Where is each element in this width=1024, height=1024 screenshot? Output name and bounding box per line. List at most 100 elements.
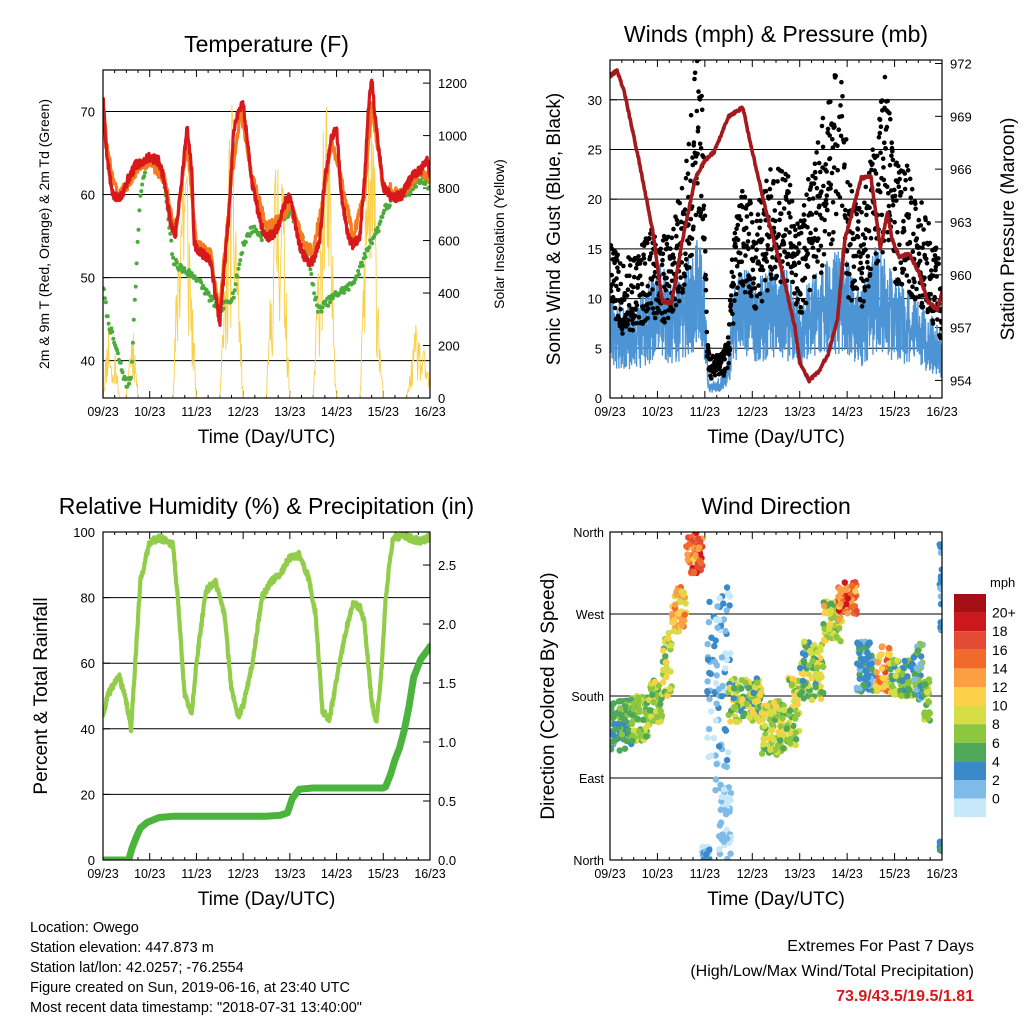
- gust-point: [610, 243, 614, 248]
- gust-point: [682, 207, 688, 212]
- direction-point: [660, 679, 667, 686]
- gust-point: [759, 298, 765, 304]
- gust-point: [852, 278, 857, 284]
- legend-swatch: [954, 724, 986, 743]
- gust-point: [664, 275, 669, 281]
- gust-point: [783, 178, 788, 183]
- gust-point: [938, 335, 942, 341]
- gust-point: [879, 98, 885, 103]
- direction-cluster: [725, 675, 765, 725]
- gust-point: [696, 89, 701, 94]
- gust-point: [850, 231, 855, 236]
- gust-point: [825, 126, 831, 132]
- gust-point: [750, 258, 756, 264]
- x-tick-label: 13/23: [274, 867, 305, 881]
- gust-point: [878, 150, 883, 155]
- direction-point: [798, 688, 806, 696]
- gust-point: [626, 303, 632, 308]
- x-tick-label: 09/23: [594, 867, 625, 881]
- dewpoint-point: [387, 203, 392, 208]
- gust-point: [799, 310, 805, 315]
- timestamp-text: Most recent data timestamp: "2018-07-31 …: [30, 1000, 362, 1016]
- dewpoint-point: [111, 336, 116, 341]
- direction-point: [727, 718, 734, 725]
- gust-point: [759, 264, 764, 269]
- gust-point: [693, 160, 698, 166]
- gust-point: [691, 140, 697, 145]
- gust-point: [661, 271, 666, 277]
- gust-point: [805, 264, 811, 270]
- y-tick-label: 20: [588, 192, 602, 207]
- direction-point: [700, 856, 707, 860]
- gust-point: [645, 240, 650, 246]
- gust-point: [631, 284, 636, 290]
- direction-point: [914, 647, 921, 654]
- dewpoint-point: [136, 227, 141, 232]
- gust-point: [610, 281, 615, 287]
- direction-point: [738, 677, 745, 684]
- gust-point: [817, 212, 823, 218]
- gust-point: [742, 289, 748, 295]
- gust-point: [616, 269, 621, 275]
- gust-point: [855, 234, 861, 240]
- y-tick-label: 20: [81, 787, 95, 802]
- gust-point: [818, 169, 823, 175]
- gust-point: [792, 262, 798, 268]
- direction-point: [894, 657, 901, 664]
- gust-point: [905, 168, 911, 173]
- direction-point: [725, 794, 733, 801]
- gust-point: [748, 211, 754, 217]
- direction-point: [899, 670, 906, 677]
- gust-point: [764, 259, 770, 264]
- dewpoint-point: [326, 303, 331, 308]
- extremes-title: Extremes For Past 7 Days: [787, 938, 974, 955]
- gust-point: [863, 247, 868, 252]
- gust-point: [874, 153, 880, 159]
- gust-point: [890, 202, 896, 208]
- gust-point: [625, 287, 631, 293]
- y2-tick-label: 954: [950, 373, 972, 388]
- gust-point: [935, 317, 940, 322]
- gust-point: [725, 365, 730, 371]
- gust-point: [904, 273, 910, 278]
- direction-point: [938, 586, 942, 593]
- dewpoint-point: [423, 182, 428, 186]
- y2-tick-label: 963: [950, 215, 972, 230]
- gust-point: [722, 356, 727, 362]
- direction-point: [724, 835, 731, 842]
- gust-point: [625, 321, 630, 327]
- x-tick-label: 09/23: [594, 405, 625, 419]
- direction-point: [798, 669, 805, 677]
- chart-title: Relative Humidity (%) & Precipitation (i…: [59, 493, 474, 519]
- direction-point: [892, 672, 899, 679]
- gust-point: [820, 144, 826, 150]
- y-tick-label: 70: [81, 105, 95, 120]
- direction-point: [863, 673, 871, 680]
- gust-point: [830, 145, 836, 150]
- gust-point: [666, 283, 672, 289]
- gust-point: [839, 2, 844, 7]
- gust-point: [738, 251, 743, 256]
- gust-point: [796, 249, 801, 255]
- legend-swatch: [954, 612, 986, 632]
- gust-point: [839, 114, 845, 119]
- gust-point: [829, 170, 835, 176]
- gust-point: [660, 257, 665, 263]
- gust-point: [751, 281, 756, 286]
- gust-point: [821, 252, 827, 257]
- y-tick-label: 40: [81, 354, 95, 369]
- direction-point: [720, 786, 728, 793]
- direction-cluster: [835, 579, 860, 617]
- dewpoint-point: [238, 258, 243, 263]
- gust-point: [649, 251, 654, 256]
- gust-point: [769, 247, 774, 252]
- dewpoint-point: [414, 184, 418, 189]
- legend-swatch: [954, 649, 986, 669]
- winds-pressure-panel: Winds (mph) & Pressure (mb) 09/23 10/23 11/…: [544, 2, 1019, 448]
- chart-title: Wind Direction: [701, 493, 851, 519]
- gust-point: [617, 261, 623, 266]
- dewpoint-point: [130, 359, 134, 364]
- direction-point: [723, 763, 730, 771]
- gust-point: [783, 227, 789, 232]
- direction-point: [621, 745, 629, 752]
